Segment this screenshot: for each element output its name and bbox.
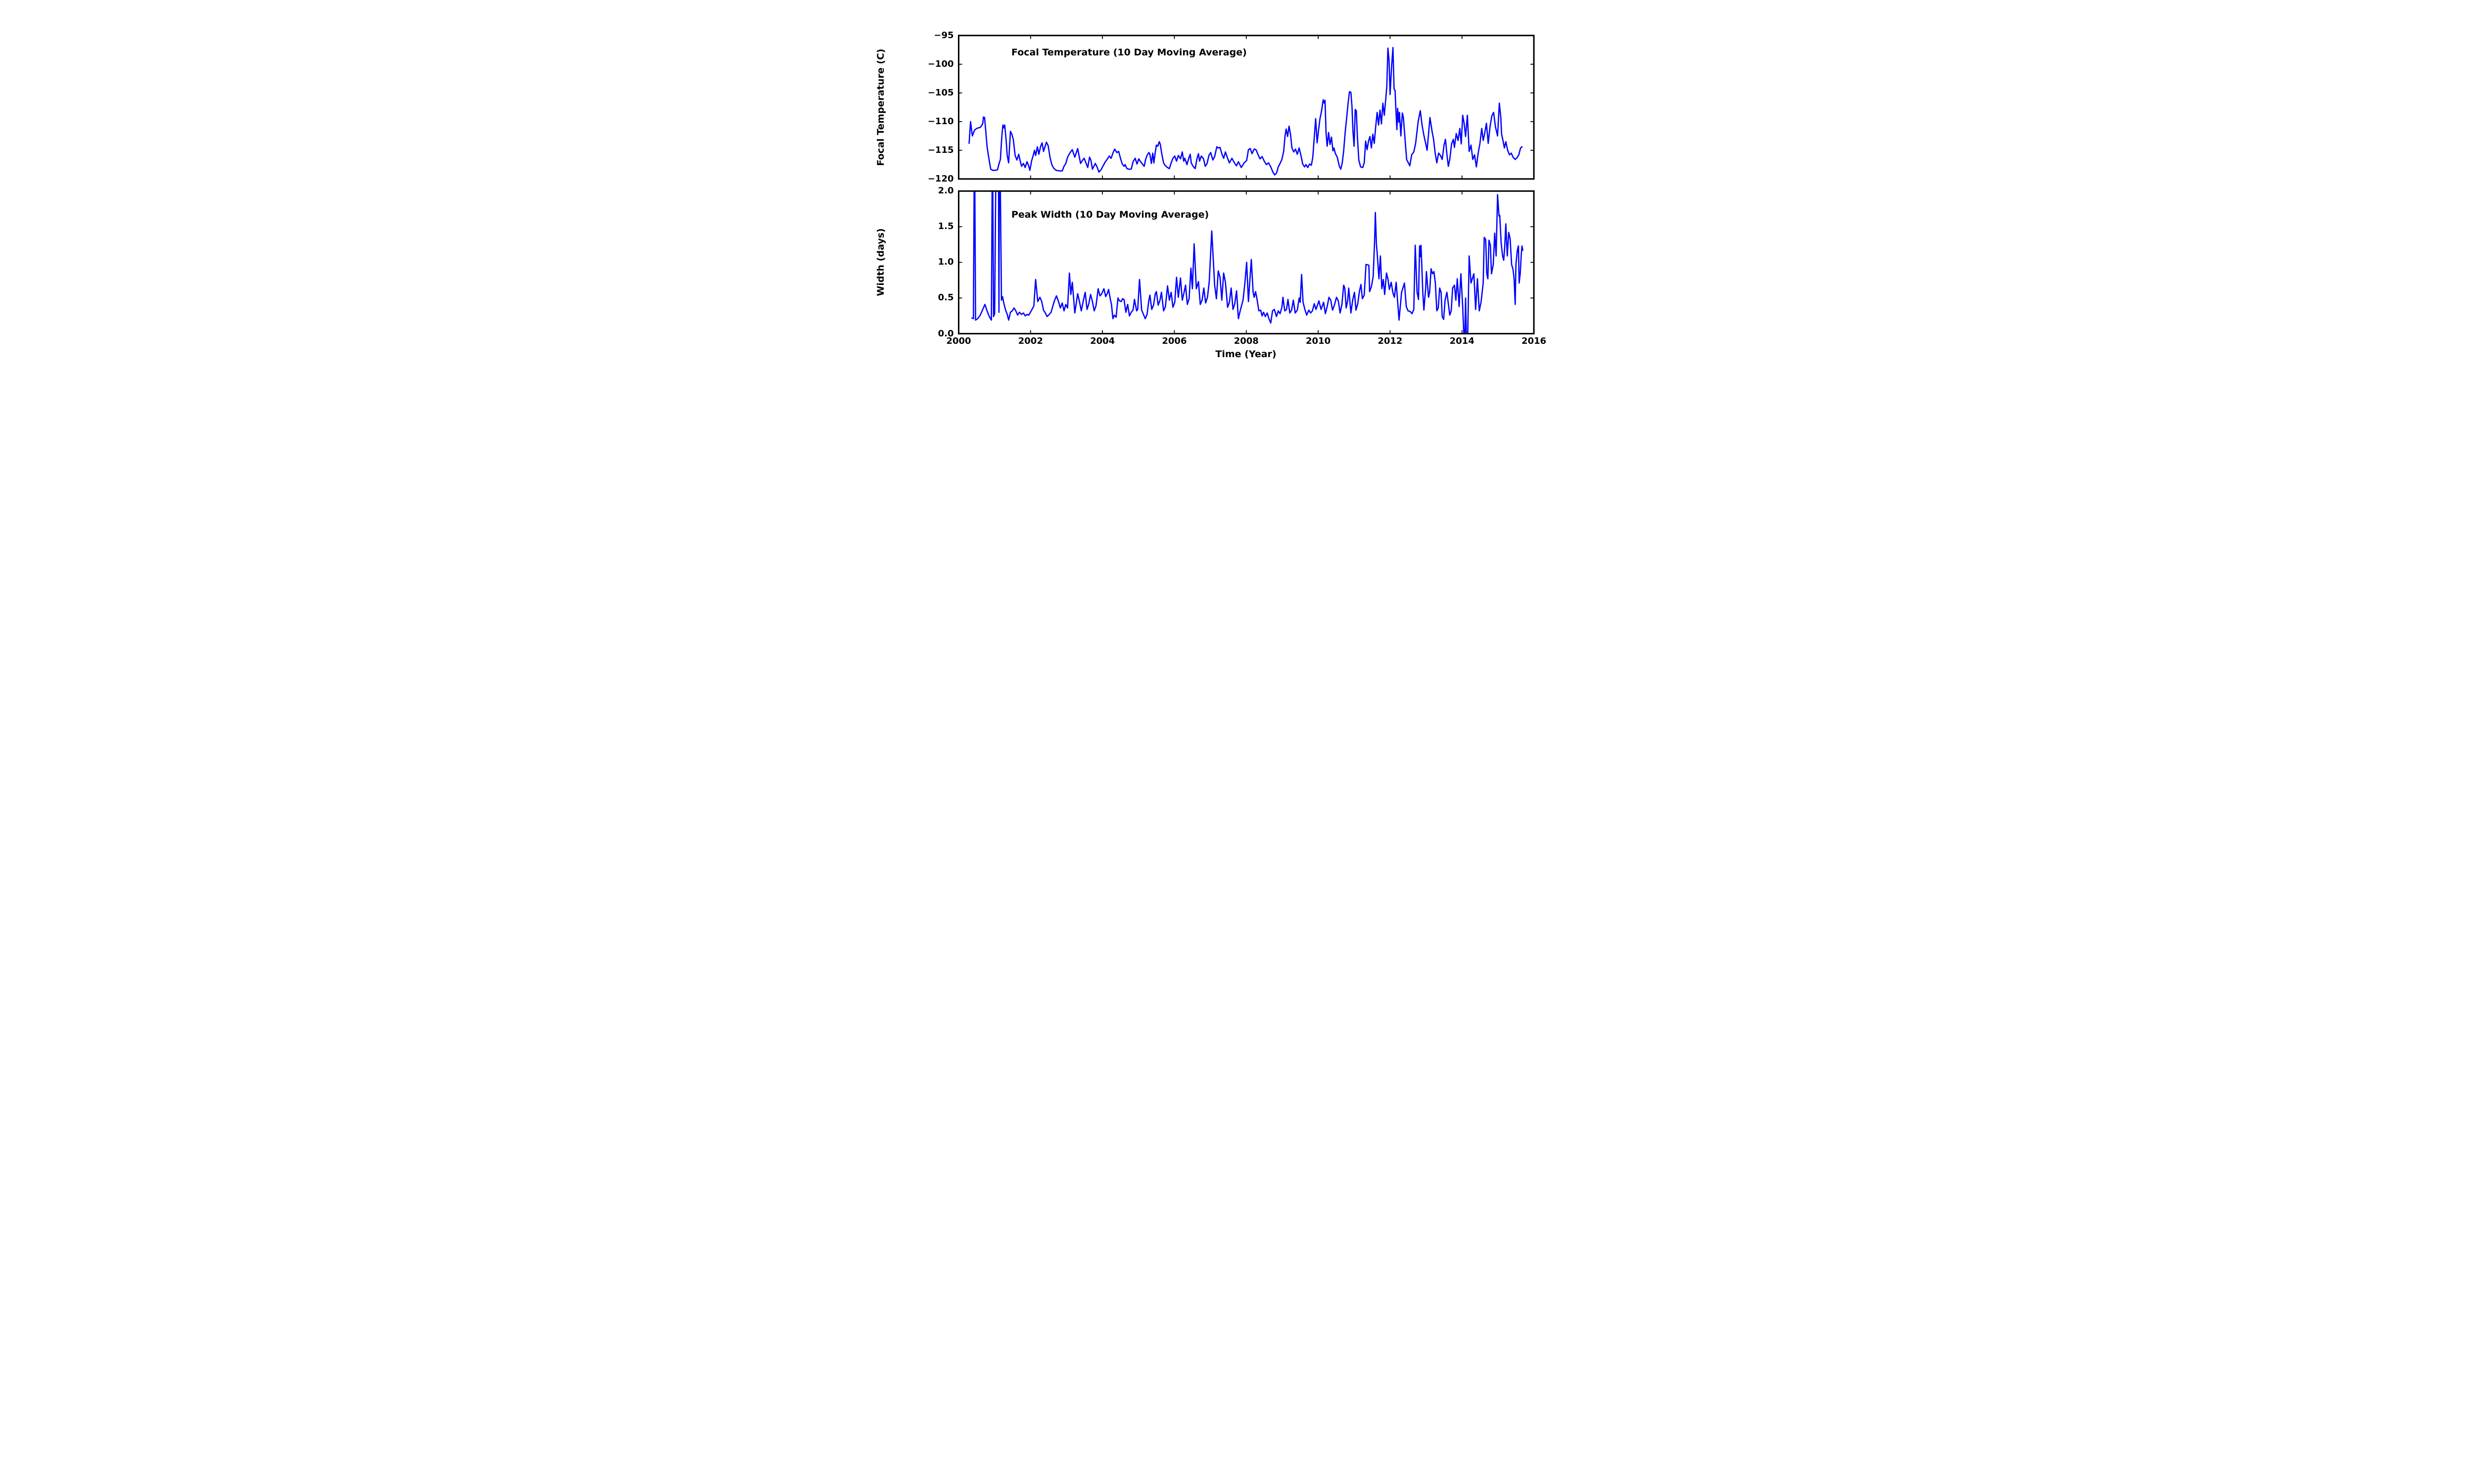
matplotlib-figure: Focal Temperature (10 Day Moving Average… <box>866 0 1608 371</box>
x-tick-label-2000: 2000 <box>946 335 971 346</box>
axes-1-y-tick-label-2.0: 2.0 <box>938 186 954 196</box>
x-tick-label-2010: 2010 <box>1306 335 1331 346</box>
axes-1-frame <box>958 190 1535 334</box>
temperature-y-axis-label: Focal Temperature (C) <box>875 48 886 166</box>
x-tick-label-2014: 2014 <box>1449 335 1475 346</box>
peak-width-line <box>971 191 1523 334</box>
axes-1-y-tick-label-1.5: 1.5 <box>938 221 954 232</box>
peak-width-plot-title: Peak Width (10 Day Moving Average) <box>1011 209 1209 220</box>
axes-0-y-tick-label-−95: −95 <box>934 30 954 41</box>
axes-1-y-tick-label-0.0: 0.0 <box>938 328 954 339</box>
x-tick-label-2012: 2012 <box>1378 335 1403 346</box>
axes-1-y-tick-label-0.5: 0.5 <box>938 292 954 303</box>
x-tick-label-2006: 2006 <box>1162 335 1187 346</box>
x-axis-label: Time (Year) <box>1215 349 1277 360</box>
axes-0-y-tick-label-−110: −110 <box>927 116 954 127</box>
x-tick-label-2004: 2004 <box>1090 335 1115 346</box>
axes-0-y-tick-label-−100: −100 <box>927 58 954 69</box>
x-tick-label-2008: 2008 <box>1234 335 1259 346</box>
axes-0-y-tick-label-−105: −105 <box>927 87 954 98</box>
peak-width-y-axis-label: Width (days) <box>875 228 886 296</box>
x-tick-label-2002: 2002 <box>1018 335 1043 346</box>
axes-1-y-tick-label-1.0: 1.0 <box>938 257 954 268</box>
temperature-plot-title: Focal Temperature (10 Day Moving Average… <box>1011 47 1247 58</box>
axes-0-y-tick-label-−115: −115 <box>927 144 954 155</box>
plot-canvas <box>958 35 1535 334</box>
axes-0-y-tick-label-−120: −120 <box>927 173 954 184</box>
focal-temperature-line <box>968 46 1523 176</box>
axes-0-frame <box>958 35 1535 180</box>
x-tick-label-2016: 2016 <box>1521 335 1547 346</box>
